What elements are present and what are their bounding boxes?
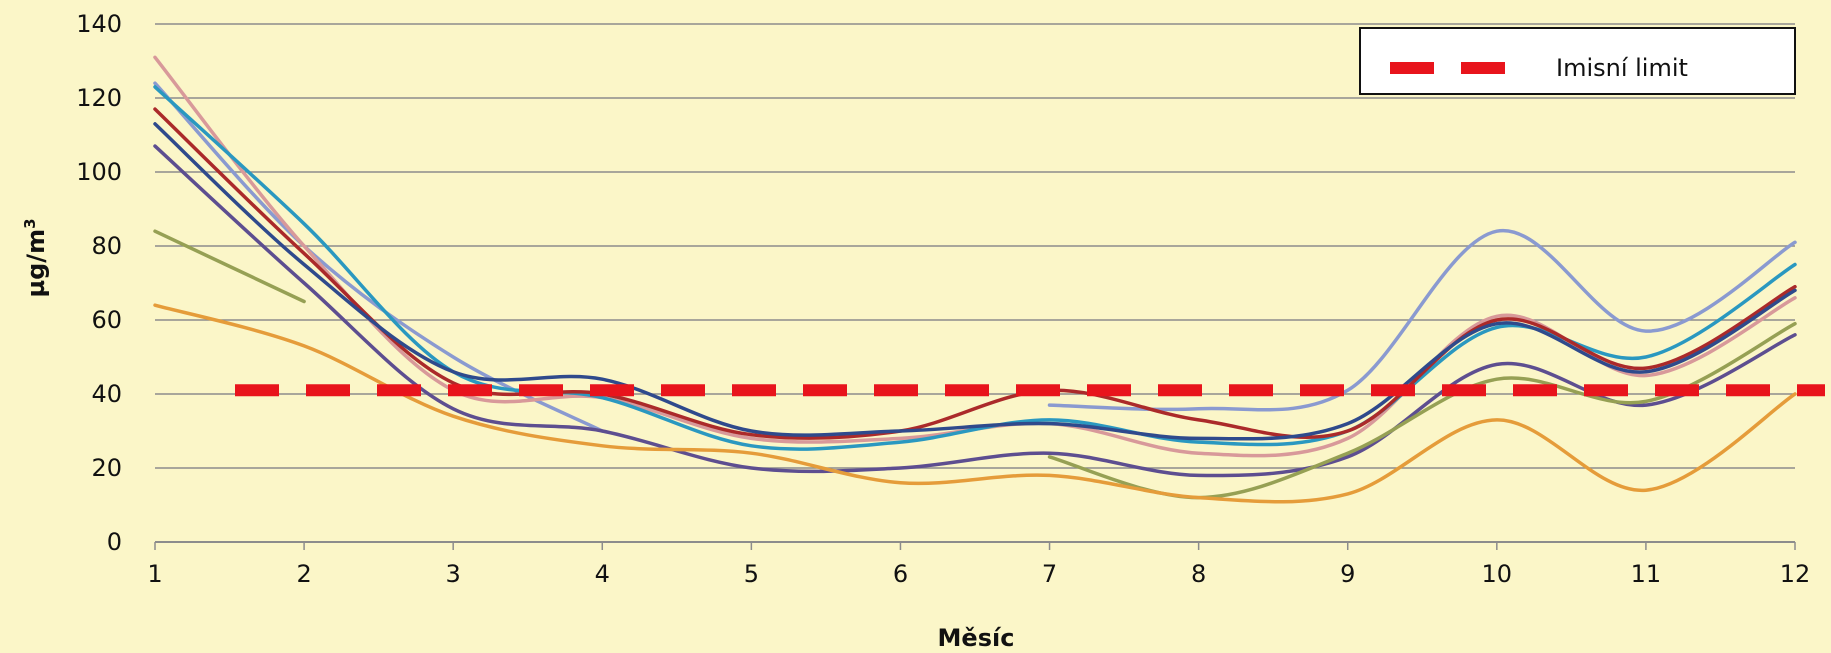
x-tick-label: 6 [893, 560, 908, 588]
y-axis-title: µg/m3 [21, 218, 50, 297]
y-tick-label: 60 [91, 306, 122, 334]
y-axis-title-unit: µg/m [22, 229, 50, 298]
x-tick-label: 4 [595, 560, 610, 588]
x-tick-label: 2 [296, 560, 311, 588]
x-tick-label: 1 [147, 560, 162, 588]
series-line-1 [153, 81, 605, 433]
x-axis-ticks: 1 2 3 4 5 6 7 8 9 10 11 12 [147, 542, 1810, 588]
y-tick-label: 80 [91, 232, 122, 260]
series-line-5 [153, 122, 1797, 441]
x-tick-label: 11 [1631, 560, 1662, 588]
x-tick-label: 8 [1191, 560, 1206, 588]
y-axis-title-superscript: 3 [21, 218, 39, 228]
legend: Imisní limit [1359, 27, 1796, 95]
x-axis-title: Měsíc [938, 624, 1015, 652]
y-axis-ticks: 0 20 40 60 80 100 120 140 [76, 10, 122, 556]
x-tick-label: 7 [1042, 560, 1057, 588]
y-tick-label: 120 [76, 84, 122, 112]
series-line-1 [1047, 228, 1797, 412]
y-tick-label: 0 [107, 528, 122, 556]
x-tick-label: 12 [1780, 560, 1811, 588]
x-tick-label: 5 [744, 560, 759, 588]
series-lines [153, 55, 1797, 504]
series-line-8 [153, 303, 1797, 504]
y-tick-label: 140 [76, 10, 122, 38]
series-line-7 [153, 229, 306, 304]
x-tick-label: 10 [1482, 560, 1513, 588]
y-tick-label: 100 [76, 158, 122, 186]
series-line-6 [153, 144, 1797, 478]
series-line-4 [153, 107, 1797, 440]
legend-label-imisni-limit: Imisní limit [1556, 54, 1688, 82]
x-tick-label: 3 [446, 560, 461, 588]
y-tick-label: 20 [91, 454, 122, 482]
legend-box [1359, 27, 1796, 95]
y-tick-label: 40 [91, 380, 122, 408]
x-tick-label: 9 [1340, 560, 1355, 588]
